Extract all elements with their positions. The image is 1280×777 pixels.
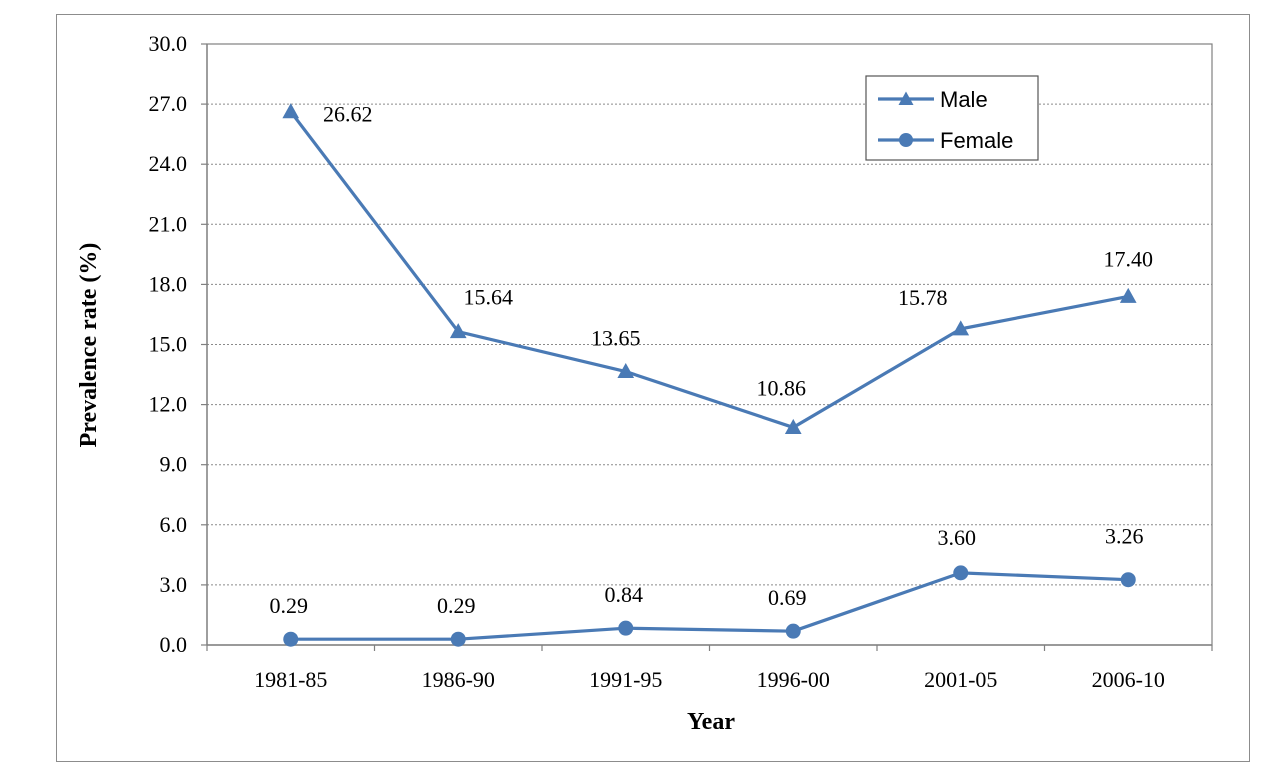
x-tick-label: 2001-05 <box>924 667 997 692</box>
series-line-male <box>289 110 1129 430</box>
y-tick-label: 6.0 <box>160 512 188 537</box>
data-label-female: 0.84 <box>605 582 644 607</box>
series <box>282 103 1137 647</box>
y-axis-title: Prevalence rate (%) <box>76 243 102 448</box>
x-tick-label: 1991-95 <box>589 667 662 692</box>
legend-female-label: Female <box>940 128 1013 153</box>
legend-male-label: Male <box>940 87 988 112</box>
grid-lines <box>207 103 1212 586</box>
data-label-female: 0.69 <box>768 585 807 610</box>
data-point-male <box>617 363 635 379</box>
chart-frame <box>56 14 1250 762</box>
data-label-male: 17.40 <box>1104 246 1154 271</box>
data-label-female: 3.60 <box>938 525 977 550</box>
data-point-female <box>618 620 634 636</box>
y-tick-label: 0.0 <box>160 632 188 657</box>
y-tick-label: 15.0 <box>149 332 188 357</box>
data-label-male: 13.65 <box>591 326 641 351</box>
legend: Male Female <box>865 75 1039 161</box>
data-point-male <box>282 103 300 119</box>
data-label-male: 10.86 <box>757 375 807 400</box>
legend-box <box>865 75 1039 161</box>
data-point-female <box>450 631 466 647</box>
y-tick-label: 18.0 <box>149 271 188 296</box>
data-point-female <box>283 631 299 647</box>
data-point-male <box>449 323 467 339</box>
y-tick-label: 24.0 <box>149 151 188 176</box>
data-point-male <box>1119 287 1137 303</box>
x-axis-title: Year <box>687 709 735 735</box>
x-tick-label: 2006-10 <box>1092 667 1165 692</box>
x-tick-label: 1996-00 <box>757 667 830 692</box>
y-tick-label: 27.0 <box>149 91 188 116</box>
data-point-female <box>953 565 969 581</box>
data-point-male <box>952 320 970 336</box>
y-tick-label: 9.0 <box>160 452 188 477</box>
y-tick-label: 12.0 <box>149 392 188 417</box>
data-label-female: 3.26 <box>1105 524 1144 549</box>
legend-male-marker <box>898 91 914 105</box>
data-point-female <box>1120 572 1136 588</box>
y-tick-label: 30.0 <box>149 31 188 56</box>
x-tick-label: 1986-90 <box>422 667 495 692</box>
series-line-female <box>290 571 1129 641</box>
data-label-female: 0.29 <box>270 593 309 618</box>
y-tick-label: 21.0 <box>149 211 188 236</box>
axes: 0.0 3.0 6.0 9.0 12.0 15.0 18.0 21.0 24.0 27.0 30.0… <box>149 31 1213 692</box>
plot-area-border <box>206 43 1213 646</box>
data-label-male: 15.78 <box>898 285 948 310</box>
data-point-male <box>784 418 802 434</box>
data-label-male: 15.64 <box>464 285 514 310</box>
x-tick-label: 1981-85 <box>254 667 327 692</box>
data-labels: 26.62 15.64 13.65 10.86 15.78 17.40 0.29 0.29 0.… <box>270 102 1154 618</box>
data-point-female <box>785 623 801 639</box>
data-label-female: 0.29 <box>437 593 476 618</box>
legend-female-marker <box>899 133 913 147</box>
data-label-male: 26.62 <box>323 102 373 127</box>
y-tick-label: 3.0 <box>160 572 188 597</box>
